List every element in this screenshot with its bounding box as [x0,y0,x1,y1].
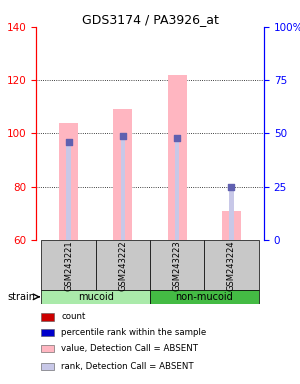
Bar [121,136,125,240]
Bar [229,187,234,240]
Bar [168,75,187,240]
Bar [150,240,204,290]
Point [229,184,234,190]
Text: GSM243224: GSM243224 [227,240,236,291]
Title: GDS3174 / PA3926_at: GDS3174 / PA3926_at [82,13,218,26]
Point [66,139,71,145]
Bar [40,362,54,370]
Bar [40,329,54,336]
Text: GSM243222: GSM243222 [118,240,127,291]
Bar [66,142,71,240]
Bar [113,109,132,240]
Bar [175,138,179,240]
Bar [204,240,259,290]
Text: value, Detection Call = ABSENT: value, Detection Call = ABSENT [61,344,198,353]
Bar [59,123,78,240]
Point [121,132,125,139]
Text: rank, Detection Call = ABSENT: rank, Detection Call = ABSENT [61,362,194,371]
Bar [40,313,54,321]
Bar [222,211,241,240]
Text: percentile rank within the sample: percentile rank within the sample [61,328,206,338]
Bar [41,240,96,290]
Text: strain: strain [7,292,35,302]
Text: mucoid: mucoid [78,292,114,302]
Bar [96,240,150,290]
Bar [41,290,150,304]
Text: GSM243221: GSM243221 [64,240,73,291]
Text: GSM243223: GSM243223 [172,240,182,291]
Text: count: count [61,313,86,321]
Text: non-mucoid: non-mucoid [176,292,233,302]
Bar [150,290,259,304]
Bar [40,345,54,353]
Point [175,135,179,141]
